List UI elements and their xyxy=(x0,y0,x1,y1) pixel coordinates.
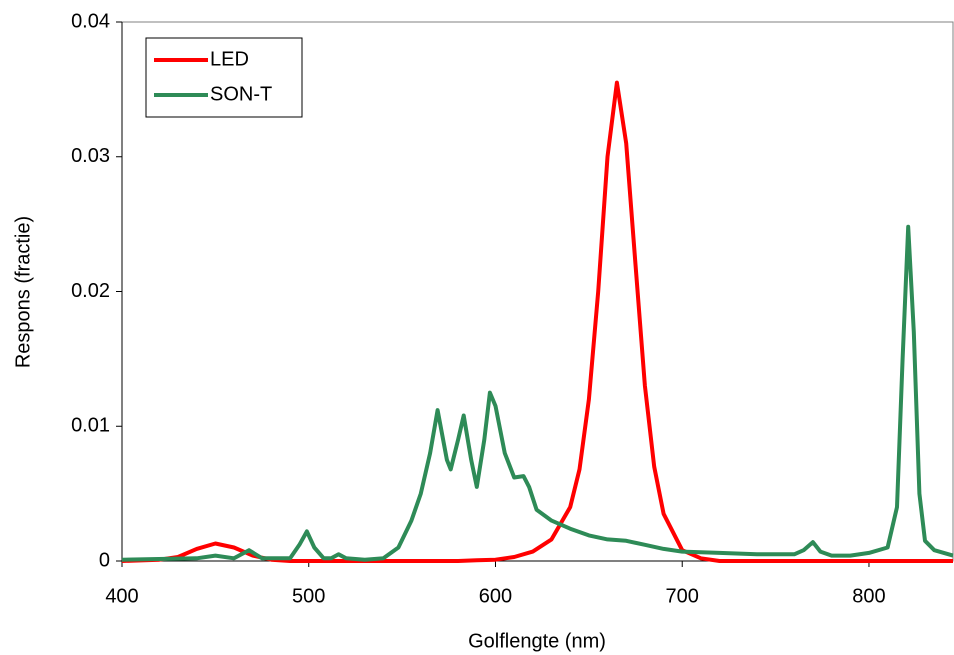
y-tick-label: 0.03 xyxy=(71,145,110,167)
x-tick-label: 700 xyxy=(666,585,699,607)
y-axis-label: Respons (fractie) xyxy=(12,216,34,368)
x-tick-label: 800 xyxy=(852,585,885,607)
x-tick-label: 500 xyxy=(292,585,325,607)
series-line xyxy=(121,224,954,562)
y-tick-label: 0 xyxy=(99,549,110,571)
y-tick-label: 0.04 xyxy=(71,10,110,32)
legend-label: SON-T xyxy=(210,83,272,105)
x-tick-label: 600 xyxy=(479,585,512,607)
y-tick-label: 0.02 xyxy=(71,280,110,302)
legend-label: LED xyxy=(210,48,249,70)
series-line xyxy=(121,80,953,563)
x-tick-label: 400 xyxy=(105,585,138,607)
x-axis-label: Golflengte (nm) xyxy=(468,630,606,652)
y-tick-label: 0.01 xyxy=(71,415,110,437)
legend-box xyxy=(145,37,303,118)
